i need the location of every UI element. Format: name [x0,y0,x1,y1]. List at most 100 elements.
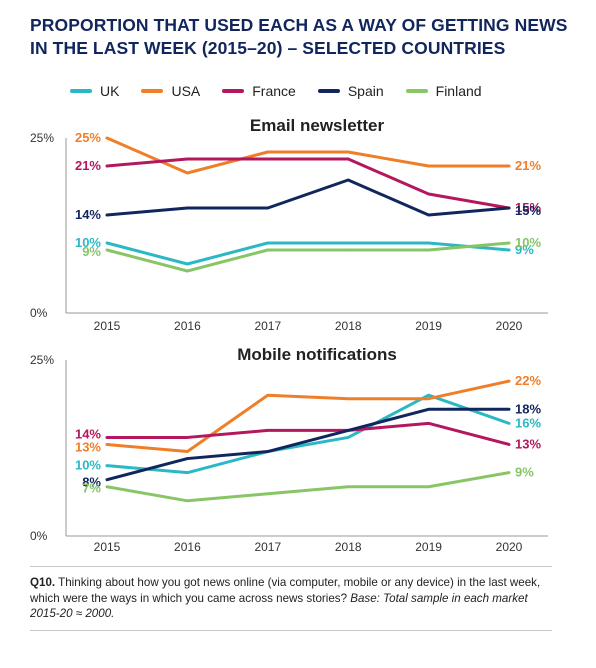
footnote-question-text: Thinking about how you got news online (… [30,576,541,605]
data-point-uk [186,262,189,266]
data-point-usa [427,397,430,400]
data-point-usa [427,164,430,168]
data-point-finland [507,241,511,245]
start-label-uk: 10% [75,235,101,250]
title-line-1: PROPORTION THAT USED EACH AS A WAY OF GE… [30,15,568,35]
end-label-france: 13% [515,436,541,451]
title-line-2: IN THE LAST WEEK (2015–20) – SELECTED CO… [30,38,506,58]
data-point-usa [266,394,269,397]
data-point-spain [507,408,511,411]
start-label-spain: 8% [82,475,101,490]
data-point-spain [105,478,109,481]
legend-item-finland: Finland [405,83,482,99]
data-point-france [427,422,430,425]
y-tick-label: 25% [30,353,54,367]
end-label-usa: 22% [515,373,541,388]
legend-label: France [252,83,296,99]
series-line-france [105,421,511,446]
data-point-uk [105,241,109,245]
data-point-finland [105,485,109,488]
y-tick-label: 0% [30,306,48,320]
data-point-finland [507,471,511,474]
data-point-spain [347,178,350,182]
data-point-france [105,164,109,168]
legend-item-uk: UK [70,83,119,99]
start-label-france: 14% [75,426,101,441]
data-point-spain [266,450,269,453]
charts-canvas: 0% 25% Email newsletter 2015 2016 2017 2018 201… [30,116,548,554]
series-line-finland [105,471,511,503]
data-point-uk [427,241,430,245]
start-label-usa: 25% [75,130,101,145]
legend-item-spain: Spain [317,83,384,99]
footnote-base: Base: Total sample in each market 2015-2… [30,591,528,621]
x-tick-label: 2015 [94,319,121,333]
data-point-france [186,436,189,439]
data-point-uk [347,436,350,439]
series-line-uk [105,393,511,475]
start-label-finland: 7% [82,481,101,496]
data-point-france [105,436,109,439]
data-point-usa [347,397,350,400]
data-point-spain [507,206,511,210]
x-tick-label: 2018 [335,540,362,554]
data-point-spain [427,213,430,217]
x-tick-label: 2015 [94,540,121,554]
chart-panel-1: 0% 25% Email newsletter 2015 2016 2017 2018 201… [30,116,548,333]
data-point-finland [186,499,189,502]
data-point-uk [507,248,511,252]
start-label-usa: 13% [75,439,101,454]
data-point-finland [266,248,269,252]
start-label-spain: 14% [75,207,101,222]
legend-item-france: France [222,83,296,99]
data-point-finland [427,485,430,488]
data-point-uk [427,394,430,397]
legend-swatch [222,89,245,93]
data-point-spain [427,408,430,411]
data-point-france [186,157,189,161]
y-tick-label: 0% [30,529,48,543]
x-tick-label: 2017 [254,319,281,333]
series-line-usa [105,379,511,454]
x-tick-label: 2019 [415,540,442,554]
end-label-spain: 15% [515,203,541,218]
legend-swatch [405,89,428,93]
data-point-finland [347,485,350,488]
start-label-uk: 10% [75,458,101,473]
panel-title: Mobile notifications [237,345,397,364]
end-label-usa: 21% [515,158,541,173]
x-tick-label: 2020 [496,319,523,333]
x-tick-label: 2020 [496,540,523,554]
end-label-finland: 9% [515,465,534,480]
footnote: Q10. Thinking about how you got news onl… [30,575,560,622]
data-point-usa [507,164,511,168]
data-point-finland [186,269,189,273]
data-point-uk [507,422,511,425]
legend-item-usa: USA [141,83,200,99]
start-label-france: 21% [75,158,101,173]
data-point-spain [105,213,109,217]
data-point-usa [186,171,189,175]
x-tick-label: 2016 [174,319,201,333]
data-point-usa [507,379,511,383]
data-point-france [266,157,269,161]
legend: UK USA France Spain Finland [70,80,504,102]
data-point-usa [186,450,189,453]
legend-swatch [317,89,340,93]
data-point-france [347,157,350,161]
data-point-finland [105,248,109,252]
legend-label: Finland [435,83,482,99]
end-label-uk: 9% [515,242,534,257]
y-tick-label: 25% [30,131,54,145]
data-point-spain [266,206,269,210]
data-point-uk [266,241,269,245]
data-point-usa [105,136,109,140]
series-line-france [105,157,511,210]
data-point-uk [186,471,189,474]
x-tick-label: 2017 [254,540,281,554]
footnote-question-label: Q10. [30,576,56,589]
chart-title: PROPORTION THAT USED EACH AS A WAY OF GE… [30,14,570,60]
data-point-usa [105,443,109,446]
x-tick-label: 2018 [335,319,362,333]
panel-title: Email newsletter [250,116,385,135]
